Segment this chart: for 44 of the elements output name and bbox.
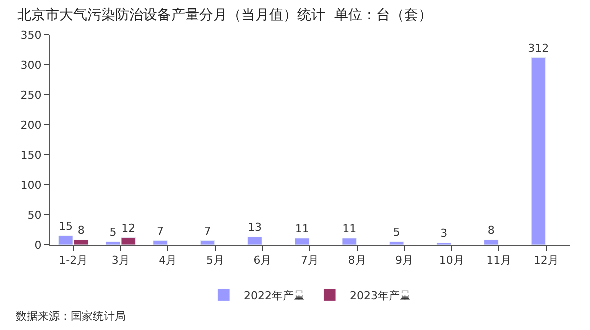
- bar: [294, 238, 310, 245]
- bar: [153, 240, 168, 245]
- bar: [484, 240, 499, 245]
- data-label: 7: [157, 224, 164, 238]
- bar: [390, 242, 404, 245]
- y-tick-label: 200: [20, 118, 42, 132]
- bar: [200, 240, 216, 245]
- x-tick-label: 11月: [486, 254, 512, 268]
- bar: [531, 58, 546, 245]
- x-tick-label: 3月: [112, 254, 130, 268]
- x-tick-label: 8月: [348, 254, 366, 268]
- data-label: 312: [528, 42, 550, 55]
- legend-label: 2023年产量: [350, 289, 411, 302]
- data-label: 15: [58, 220, 73, 233]
- bar: [342, 238, 357, 245]
- legend-label: 2022年产量: [244, 289, 305, 302]
- x-tick-label: 10月: [439, 254, 464, 268]
- data-label: 8: [78, 224, 85, 238]
- data-label: 13: [248, 221, 262, 234]
- bar: [248, 236, 262, 245]
- data-label: 12: [122, 222, 136, 235]
- chart-title: 北京市大气污染防治设备产量分月（当月值）统计 单位：台（套）: [18, 8, 433, 24]
- data-label: 11: [295, 222, 310, 236]
- y-tick-label: 150: [20, 148, 42, 162]
- data-label: 7: [204, 224, 212, 238]
- y-tick-label: 50: [28, 208, 42, 222]
- data-label: 5: [110, 226, 117, 239]
- y-tick-label: 350: [20, 28, 42, 42]
- x-tick-label: 4月: [159, 254, 178, 268]
- data-label: 11: [342, 222, 357, 236]
- x-tick-label: 6月: [254, 254, 272, 268]
- x-tick-label: 9月: [396, 254, 414, 268]
- x-tick-label: 7月: [301, 254, 319, 268]
- y-tick-label: 0: [34, 238, 42, 252]
- y-tick-label: 250: [20, 88, 42, 102]
- x-tick-label: 12月: [534, 254, 559, 268]
- x-tick-label: 1-2月: [59, 254, 88, 268]
- data-label: 5: [393, 226, 400, 239]
- source-note: 数据来源：国家统计局: [16, 310, 126, 323]
- x-tick-label: 5月: [206, 254, 224, 268]
- data-label: 8: [488, 224, 495, 238]
- y-tick-label: 100: [20, 178, 42, 192]
- y-tick-label: 300: [20, 58, 42, 72]
- data-label: 3: [440, 227, 448, 240]
